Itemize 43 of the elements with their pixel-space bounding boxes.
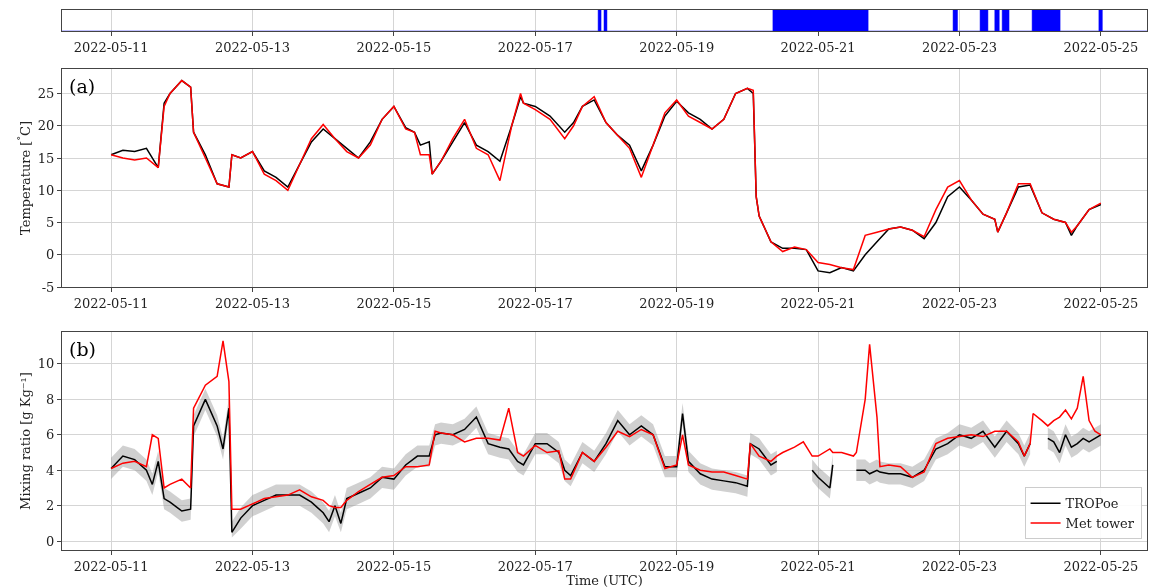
x-tick-label: 2022-05-13 [215, 295, 290, 311]
x-tick-label: 2022-05-17 [497, 39, 573, 55]
x-tick-label: 2022-05-19 [639, 558, 715, 574]
y-tick-label: -5 [41, 279, 55, 295]
y-tick-label: 8 [46, 391, 55, 407]
x-tick-label: 2022-05-21 [780, 39, 856, 55]
x-tick-label: 2022-05-11 [73, 295, 149, 311]
x-tick-label: 2022-05-15 [356, 39, 432, 55]
x-tick-label: 2022-05-17 [497, 558, 573, 574]
annotation: (a) [69, 75, 96, 97]
y-axis-title: Mixing ratio [g Kg⁻¹] [17, 372, 33, 510]
x-tick-label: 2022-05-15 [356, 558, 432, 574]
x-tick-label: 2022-05-25 [1063, 558, 1139, 574]
x-tick-label: 2022-05-25 [1063, 39, 1139, 55]
x-tick-label: 2022-05-19 [639, 39, 715, 55]
y-tick-label: 25 [37, 86, 55, 102]
y-tick-label: 6 [46, 427, 55, 443]
legend-label: Met tower [1065, 516, 1135, 532]
y-tick-label: 20 [37, 118, 55, 134]
y-tick-label: 0 [46, 533, 55, 549]
x-tick-label: 2022-05-11 [73, 558, 149, 574]
y-tick-label: 10 [37, 356, 55, 372]
y-tick-label: 15 [37, 150, 55, 166]
x-axis-title: Time (UTC) [566, 573, 643, 588]
x-tick-label: 2022-05-19 [639, 295, 715, 311]
x-tick-label: 2022-05-25 [1063, 295, 1139, 311]
annotation: (b) [69, 338, 96, 360]
x-tick-label: 2022-05-23 [921, 558, 997, 574]
x-tick-label: 2022-05-15 [356, 295, 432, 311]
x-tick-label: 2022-05-11 [73, 39, 149, 55]
y-tick-label: 4 [46, 462, 55, 478]
x-tick-label: 2022-05-21 [780, 558, 856, 574]
y-tick-label: 2 [46, 498, 55, 514]
x-tick-label: 2022-05-23 [921, 295, 997, 311]
x-tick-label: 2022-05-13 [215, 558, 290, 574]
y-tick-label: 0 [46, 247, 55, 263]
x-tick-label: 2022-05-17 [497, 295, 573, 311]
x-tick-label: 2022-05-13 [215, 39, 290, 55]
legend-label: TROPoe [1065, 496, 1119, 512]
y-tick-label: 10 [37, 182, 55, 198]
x-tick-label: 2022-05-21 [780, 295, 856, 311]
x-tick-label: 2022-05-23 [921, 39, 997, 55]
y-tick-label: 5 [46, 215, 55, 231]
